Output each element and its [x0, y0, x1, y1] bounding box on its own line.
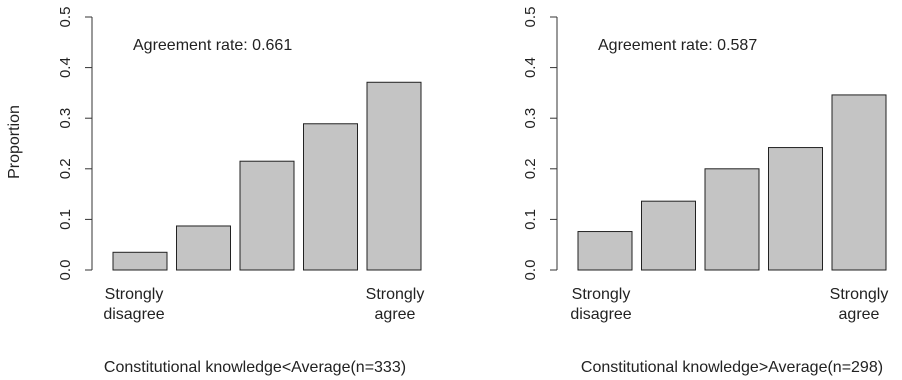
- category-label-strongly-agree: Strongly agree: [830, 286, 889, 323]
- bar-3: [704, 168, 760, 271]
- chart-panel-right: 0.0 0.1 0.2 0.3 0.4 0.5 Agreement rate: 0.587 S…: [522, 7, 888, 376]
- category-label-strongly-disagree: Strongly disagree: [103, 286, 164, 323]
- chart-panel-left: 0.0 0.1 0.2 0.3 0.4 0.5 Agreement rate: 0.661 S…: [57, 7, 424, 376]
- bar-2: [176, 225, 231, 271]
- x-axis-label: Constitutional knowledge>Average(n=298): [581, 359, 883, 376]
- y-tick-label: 0.1: [57, 209, 74, 230]
- bar-4: [303, 123, 358, 271]
- y-tick-label: 0.0: [57, 260, 74, 281]
- x-axis-label: Constitutional knowledge<Average(n=333): [104, 359, 406, 376]
- bar-5: [366, 81, 422, 271]
- bar-2: [641, 200, 696, 271]
- y-tick-label: 0.3: [57, 108, 74, 129]
- y-tick-label: 0.4: [522, 57, 539, 78]
- bar-5: [831, 94, 887, 271]
- y-tick-label: 0.2: [522, 158, 539, 179]
- bar-1: [112, 251, 168, 271]
- y-tick-label: 0.3: [522, 108, 539, 129]
- y-tick-label: 0.2: [57, 158, 74, 179]
- bar-1: [577, 231, 633, 271]
- category-label-strongly-agree: Strongly agree: [366, 286, 425, 323]
- y-tick-label: 0.0: [522, 260, 539, 281]
- y-tick-label: 0.4: [57, 57, 74, 78]
- y-tick-label: 0.1: [522, 209, 539, 230]
- category-label-strongly-disagree: Strongly disagree: [570, 286, 631, 323]
- agreement-rate-annotation: Agreement rate: 0.587: [598, 37, 757, 54]
- y-tick-label: 0.5: [522, 7, 539, 28]
- agreement-rate-annotation: Agreement rate: 0.661: [133, 37, 292, 54]
- bar-3: [239, 160, 295, 271]
- y-axis-label: Proportion: [6, 105, 23, 179]
- y-tick-label: 0.5: [57, 7, 74, 28]
- bar-4: [768, 147, 823, 271]
